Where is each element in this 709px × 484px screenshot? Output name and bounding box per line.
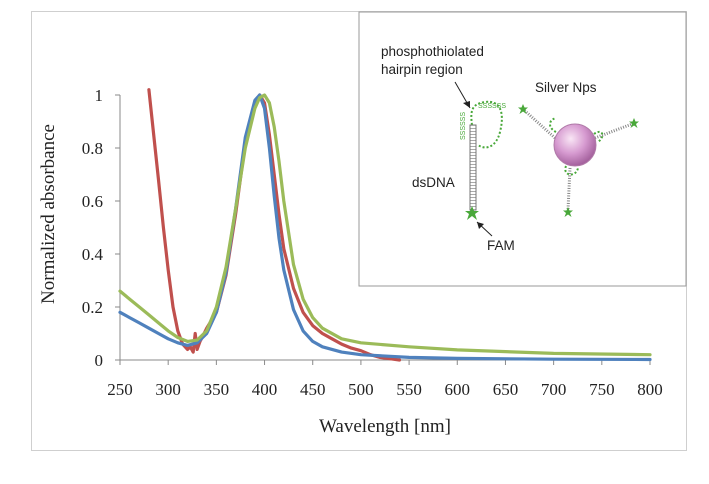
phosphorothioate-marks-2: SSSSSS (460, 112, 467, 140)
x-axis-title: Wavelength [nm] (319, 416, 451, 437)
fam-arrowhead (477, 222, 484, 229)
y-tick-label: 0.8 (82, 139, 103, 158)
x-tick-label: 400 (252, 380, 278, 399)
x-tick-label: 450 (300, 380, 326, 399)
x-tick-label: 750 (589, 380, 615, 399)
fam-star-icon (465, 206, 479, 220)
y-tick-label: 0 (95, 351, 104, 370)
y-ticks: 0 0.2 0.4 0.6 0.8 1 (82, 86, 120, 370)
np-strand-bottom (566, 167, 572, 211)
hairpin-arrowhead (463, 101, 470, 108)
inset-box (358, 11, 687, 287)
x-tick-label: 250 (107, 380, 133, 399)
x-tick-label: 350 (204, 380, 230, 399)
y-tick-label: 0.6 (82, 192, 103, 211)
series-line-2 (118, 93, 652, 357)
inset-schematic: phosphothiolated hairpin region SSSSSS S… (358, 11, 687, 287)
x-ticks: 250 300 350 400 450 500 550 600 650 700 750 800 (107, 360, 663, 399)
fam-label: FAM (487, 238, 515, 253)
y-tick-label: 0.2 (82, 298, 103, 317)
hairpin-label-line2: hairpin region (381, 62, 463, 77)
y-tick-label: 1 (95, 86, 104, 105)
x-tick-label: 500 (348, 380, 374, 399)
fam-star-icon-right (629, 118, 639, 128)
x-tick-label: 650 (493, 380, 519, 399)
np-loop-left (549, 117, 557, 133)
np-loop-right (593, 130, 604, 143)
phosphorothioate-marks-1: SSSSSS (478, 103, 506, 110)
fam-star-icon-left (518, 104, 528, 114)
series-group (118, 88, 652, 362)
silver-nps-label: Silver Nps (535, 80, 597, 95)
y-axis-title: Normalized absorbance (38, 124, 59, 304)
hairpin-label-line1: phosphothiolated (381, 44, 484, 59)
x-tick-label: 700 (541, 380, 567, 399)
series-line-1 (118, 93, 652, 362)
hairpin-loop (470, 100, 503, 149)
y-tick-label: 0.4 (82, 245, 104, 264)
x-tick-label: 550 (396, 380, 422, 399)
x-tick-label: 600 (445, 380, 471, 399)
dsdna-label: dsDNA (412, 175, 455, 190)
np-loop-bottom (564, 165, 579, 176)
np-strand-right (594, 122, 633, 140)
silver-nanoparticle (553, 123, 597, 167)
x-tick-label: 300 (155, 380, 181, 399)
x-tick-label: 800 (637, 380, 663, 399)
fam-star-icon-bottom (563, 207, 573, 217)
np-strand-left (522, 108, 557, 140)
